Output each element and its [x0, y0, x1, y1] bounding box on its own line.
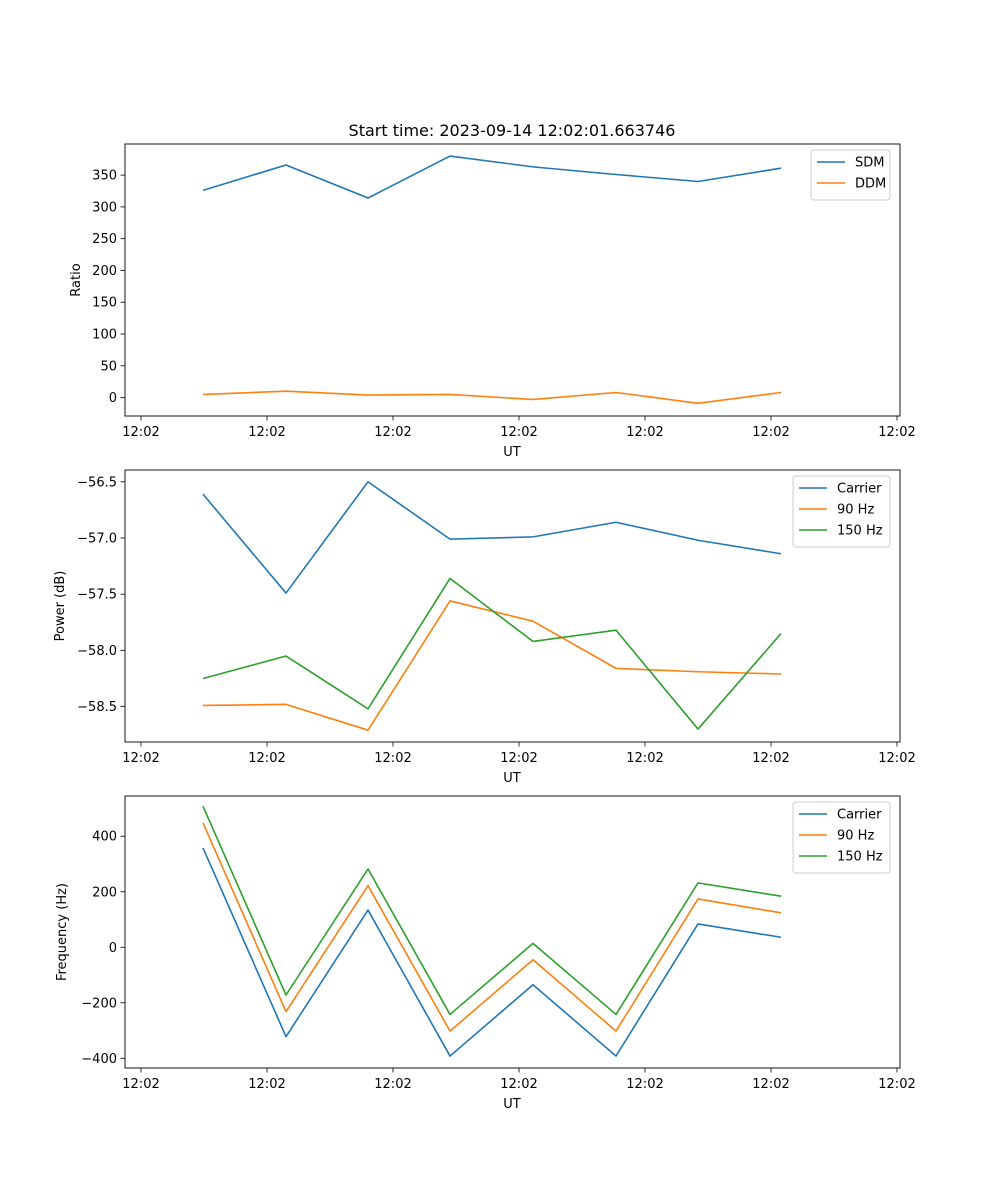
- legend-label: SDM: [855, 156, 884, 171]
- y-tick-label: 200: [92, 885, 117, 900]
- series-line-90-hz: [202, 600, 782, 732]
- legend-label: 90 Hz: [837, 829, 874, 844]
- y-tick-label: 150: [92, 296, 117, 311]
- x-tick-label: 12:02: [122, 751, 159, 766]
- x-tick-label: 12:02: [374, 1077, 411, 1092]
- series-line-150-hz: [202, 577, 782, 730]
- axes-frame: [124, 143, 901, 417]
- x-tick-label: 12:02: [752, 751, 789, 766]
- legend-label: 150 Hz: [837, 524, 883, 539]
- chart-title: Start time: 2023-09-14 12:02:01.663746: [349, 121, 676, 140]
- legend: Carrier 90 Hz 150 Hz: [792, 475, 891, 548]
- chart-panel-2: 12:02 12:02 12:02 12:02 12:02 12:02 12:02 −58.5…: [77, 469, 916, 766]
- y-tick-label: −58.0: [77, 644, 117, 659]
- chart-panel-3: 12:02 12:02 12:02 12:02 12:02 12:02 12:02 −400 −…: [81, 795, 916, 1092]
- y-tick-label: 0: [109, 941, 117, 956]
- legend-label: DDM: [855, 177, 886, 192]
- x-tick-label: 12:02: [500, 1077, 537, 1092]
- y-tick-label: 50: [100, 359, 117, 374]
- y-tick-label: 200: [92, 264, 117, 279]
- x-tick-label: 12:02: [878, 1077, 915, 1092]
- y-tick-label: −57.5: [77, 588, 117, 603]
- legend: SDM DDM: [810, 149, 891, 201]
- legend-label: Carrier: [837, 808, 882, 823]
- x-tick-label: 12:02: [626, 1077, 663, 1092]
- x-tick-label: 12:02: [626, 751, 663, 766]
- legend-label: 90 Hz: [837, 503, 874, 518]
- x-axis-label: UT: [503, 445, 521, 460]
- y-tick-label: −56.5: [77, 475, 117, 490]
- x-tick-label: 12:02: [878, 751, 915, 766]
- x-axis-label: UT: [503, 1097, 521, 1112]
- x-tick-label: 12:02: [626, 425, 663, 440]
- y-tick-label: 300: [92, 200, 117, 215]
- series-line-150-hz: [202, 805, 782, 1016]
- legend-label: 150 Hz: [837, 850, 883, 865]
- y-tick-label: 250: [92, 232, 117, 247]
- y-axis-label: Ratio: [69, 263, 84, 296]
- axes-frame: [124, 795, 901, 1069]
- x-tick-label: 12:02: [878, 425, 915, 440]
- y-tick-label: −58.5: [77, 700, 117, 715]
- y-tick-label: −400: [81, 1052, 117, 1067]
- x-tick-label: 12:02: [248, 425, 285, 440]
- series-line-90-hz: [202, 822, 782, 1032]
- chart-panel-1: 12:02 12:02 12:02 12:02 12:02 12:02 12:02 0 50 10…: [92, 143, 916, 440]
- x-tick-label: 12:02: [500, 751, 537, 766]
- y-tick-label: 350: [92, 169, 117, 184]
- series-line-sdm: [202, 155, 782, 199]
- y-tick-label: 100: [92, 328, 117, 343]
- y-axis-label: Power (dB): [53, 571, 68, 642]
- y-tick-label: −200: [81, 996, 117, 1011]
- legend: Carrier 90 Hz 150 Hz: [792, 801, 891, 874]
- y-tick-label: 0: [109, 391, 117, 406]
- series-line-carrier: [202, 480, 782, 594]
- axes-frame: [124, 469, 901, 743]
- x-tick-label: 12:02: [122, 1077, 159, 1092]
- x-tick-label: 12:02: [122, 425, 159, 440]
- x-tick-label: 12:02: [248, 1077, 285, 1092]
- x-tick-label: 12:02: [752, 1077, 789, 1092]
- y-tick-label: −57.0: [77, 532, 117, 547]
- y-axis-label: Frequency (Hz): [55, 883, 70, 981]
- x-tick-label: 12:02: [752, 425, 789, 440]
- x-tick-label: 12:02: [248, 751, 285, 766]
- series-line-carrier: [202, 847, 782, 1057]
- x-tick-label: 12:02: [374, 425, 411, 440]
- series-line-ddm: [202, 390, 782, 405]
- x-tick-label: 12:02: [500, 425, 537, 440]
- legend-label: Carrier: [837, 482, 882, 497]
- x-axis-label: UT: [503, 771, 521, 786]
- y-tick-label: 400: [92, 830, 117, 845]
- x-tick-label: 12:02: [374, 751, 411, 766]
